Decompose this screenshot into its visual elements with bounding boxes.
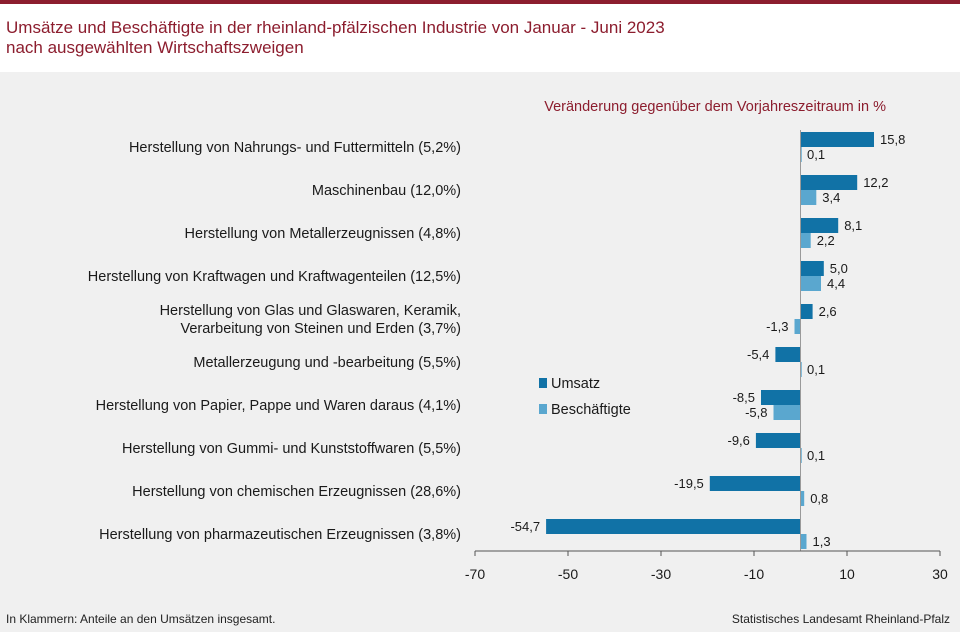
legend-label-umsatz: Umsatz <box>551 376 600 392</box>
umsatz-bar <box>800 218 839 233</box>
legend-swatch-beschaeftigte <box>539 404 547 414</box>
umsatz-value-label: 5,0 <box>830 261 848 276</box>
beschaeftigte-bar <box>800 147 802 162</box>
umsatz-bar <box>800 304 813 319</box>
footnote: In Klammern: Anteile an den Umsätzen ins… <box>6 612 276 626</box>
title-line-1: Umsätze und Beschäftigte in der rheinlan… <box>6 18 665 37</box>
chart-title: Veränderung gegenüber dem Vorjahreszeitr… <box>544 99 886 115</box>
title-line-2: nach ausgewählten Wirtschaftszweigen <box>6 38 304 57</box>
category-label: Herstellung von pharmazeutischen Erzeugn… <box>99 527 461 543</box>
umsatz-bar <box>546 519 801 534</box>
source-credit: Statistisches Landesamt Rheinland-Pfalz <box>731 612 950 626</box>
umsatz-bar <box>709 476 801 491</box>
umsatz-value-label: 8,1 <box>844 218 862 233</box>
category-label-line: Herstellung von Kraftwagen und Kraftwage… <box>88 269 461 285</box>
x-tick-label: -70 <box>465 566 485 582</box>
top-accent-bar <box>0 0 960 4</box>
umsatz-value-label: 2,6 <box>819 304 837 319</box>
beschaeftigte-value-label: 0,8 <box>810 491 828 506</box>
x-tick-label: -30 <box>651 566 671 582</box>
beschaeftigte-bar <box>800 448 802 463</box>
category-label: Metallerzeugung und -bearbeitung (5,5%) <box>193 355 461 371</box>
category-label-line: Herstellung von pharmazeutischen Erzeugn… <box>99 527 461 543</box>
category-label-line: Verarbeitung von Steinen und Erden (3,7%… <box>180 321 461 337</box>
umsatz-value-label: -9,6 <box>727 433 749 448</box>
beschaeftigte-bar <box>800 362 802 377</box>
umsatz-bar <box>800 175 858 190</box>
category-label-line: Herstellung von Glas und Glaswaren, Kera… <box>160 303 461 319</box>
beschaeftigte-value-label: 2,2 <box>817 233 835 248</box>
category-label: Herstellung von Metallerzeugnissen (4,8%… <box>185 226 461 242</box>
category-label: Herstellung von Papier, Pappe und Waren … <box>96 398 461 414</box>
x-tick-label: 30 <box>932 566 948 582</box>
category-label-line: Herstellung von Metallerzeugnissen (4,8%… <box>185 226 461 242</box>
title-header: Umsätze und Beschäftigte in der rheinlan… <box>0 4 960 72</box>
category-label-line: Herstellung von Gummi- und Kunststoffwar… <box>122 441 461 457</box>
beschaeftigte-value-label: 0,1 <box>807 448 825 463</box>
category-label: Herstellung von chemischen Erzeugnissen … <box>132 484 461 500</box>
x-tick-label: -10 <box>744 566 764 582</box>
beschaeftigte-bar <box>800 233 811 248</box>
umsatz-value-label: -19,5 <box>674 476 704 491</box>
beschaeftigte-value-label: 0,1 <box>807 362 825 377</box>
beschaeftigte-value-label: 4,4 <box>827 276 845 291</box>
beschaeftigte-value-label: 0,1 <box>807 147 825 162</box>
x-tick-label: -50 <box>558 566 578 582</box>
legend-label-beschaeftigte: Beschäftigte <box>551 402 631 418</box>
x-tick-label: 10 <box>839 566 855 582</box>
category-label-line: Herstellung von Papier, Pappe und Waren … <box>96 398 461 414</box>
category-label: Herstellung von Gummi- und Kunststoffwar… <box>122 441 461 457</box>
category-label-line: Herstellung von Nahrungs- und Futtermitt… <box>129 140 461 156</box>
beschaeftigte-bar <box>794 319 801 334</box>
category-label-line: Maschinenbau (12,0%) <box>312 183 461 199</box>
category-label-line: Herstellung von chemischen Erzeugnissen … <box>132 484 461 500</box>
category-label: Maschinenbau (12,0%) <box>312 183 461 199</box>
beschaeftigte-value-label: 1,3 <box>813 534 831 549</box>
beschaeftigte-bar <box>800 190 817 205</box>
beschaeftigte-value-label: 3,4 <box>822 190 840 205</box>
beschaeftigte-bar <box>773 405 801 420</box>
category-label-line: Metallerzeugung und -bearbeitung (5,5%) <box>193 355 461 371</box>
umsatz-bar <box>800 132 874 147</box>
umsatz-bar <box>800 261 824 276</box>
category-label: Herstellung von Kraftwagen und Kraftwage… <box>88 269 461 285</box>
umsatz-value-label: -54,7 <box>510 519 540 534</box>
page-title: Umsätze und Beschäftigte in der rheinlan… <box>6 18 665 58</box>
beschaeftigte-bar <box>800 534 807 549</box>
beschaeftigte-bar <box>800 276 821 291</box>
beschaeftigte-bar <box>800 491 805 506</box>
umsatz-value-label: 12,2 <box>863 175 888 190</box>
umsatz-value-label: -8,5 <box>733 390 755 405</box>
umsatz-bar <box>755 433 801 448</box>
umsatz-bar <box>761 390 801 405</box>
umsatz-value-label: 15,8 <box>880 132 905 147</box>
beschaeftigte-value-label: -5,8 <box>745 405 767 420</box>
umsatz-value-label: -5,4 <box>747 347 769 362</box>
beschaeftigte-value-label: -1,3 <box>766 319 788 334</box>
category-label: Herstellung von Glas und Glaswaren, Kera… <box>160 303 461 337</box>
category-label: Herstellung von Nahrungs- und Futtermitt… <box>129 140 461 156</box>
umsatz-bar <box>775 347 801 362</box>
legend-swatch-umsatz <box>539 378 547 388</box>
